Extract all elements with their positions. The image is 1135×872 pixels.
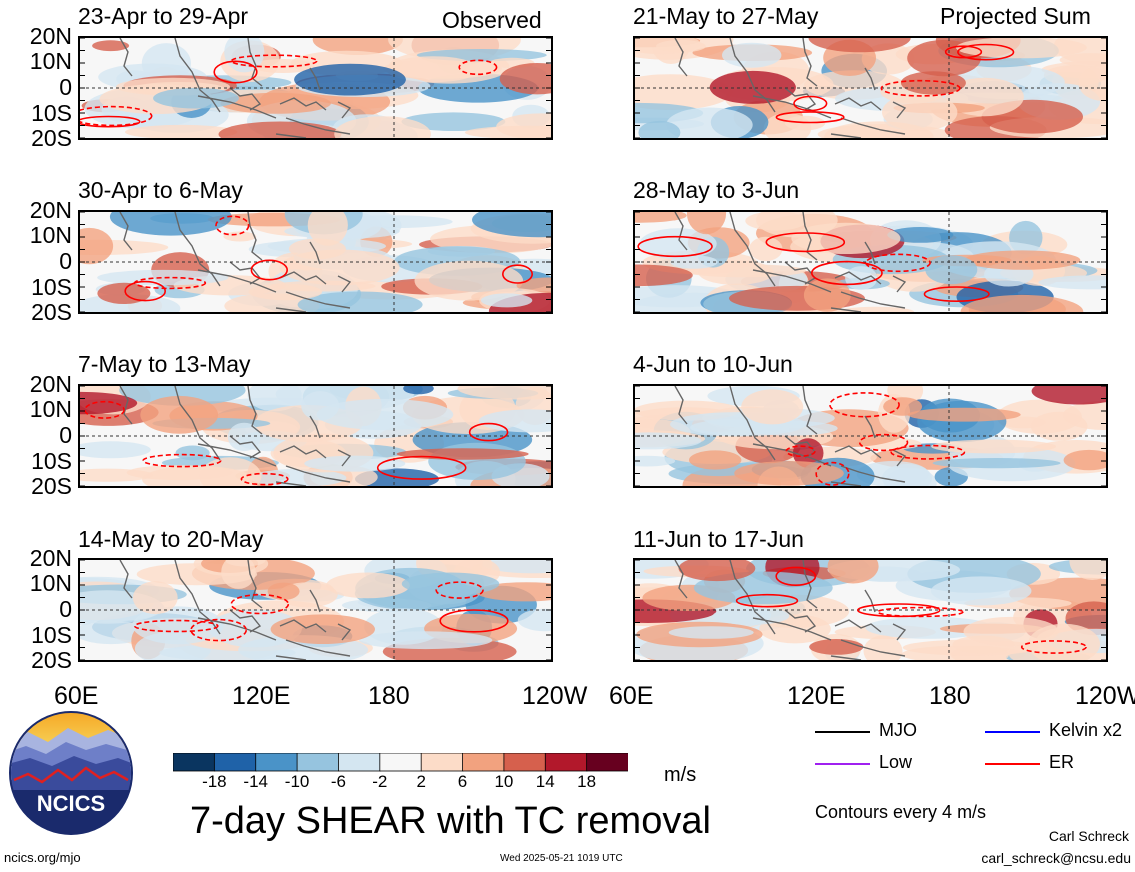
longitude-label: 180	[368, 682, 410, 710]
panel-title: 28-May to 3-Jun	[633, 177, 800, 203]
longitude-label: 120W	[1075, 682, 1135, 710]
latitude-label: 0	[59, 596, 72, 622]
legend-line	[815, 731, 870, 733]
colorbar	[172, 752, 629, 778]
footer-email[interactable]: carl_schreck@ncsu.edu	[981, 850, 1131, 866]
colorbar-tick-label: -2	[372, 772, 388, 791]
contour-note: Contours every 4 m/s	[815, 802, 987, 822]
latitude-label: 20N	[29, 23, 72, 49]
latitude-label: 0	[59, 248, 72, 274]
legend-label: ER	[1049, 752, 1075, 772]
shear-map-panel	[633, 210, 1108, 314]
colorbar-tick-label: -14	[243, 772, 269, 791]
colorbar-swatch	[255, 752, 298, 772]
colorbar-swatch	[172, 752, 216, 772]
latitude-label: 10S	[31, 448, 72, 474]
legend-label: MJO	[879, 720, 917, 740]
colorbar-swatch	[503, 752, 547, 772]
panel-title: 7-May to 13-May	[78, 351, 251, 377]
shear-map-panel	[633, 558, 1108, 662]
colorbar-tick-label: 18	[577, 772, 597, 791]
panel-title: 4-Jun to 10-Jun	[633, 351, 793, 377]
latitude-label: 20S	[31, 647, 72, 673]
colorbar-tick-label: 6	[457, 772, 468, 791]
latitude-label: 0	[59, 422, 72, 448]
shear-map-panel	[633, 384, 1108, 488]
ncics-logo: NCICS	[8, 710, 134, 836]
legend-line	[985, 731, 1040, 733]
panel-title: 23-Apr to 29-Apr	[78, 3, 249, 29]
footer-author: Carl Schreck	[1048, 828, 1129, 844]
latitude-label: 10N	[29, 570, 72, 596]
colorbar-swatch	[462, 752, 505, 772]
shear-map-panel	[78, 36, 553, 140]
colorbar-tick-label: -10	[284, 772, 310, 791]
latitude-label: 20S	[31, 125, 72, 151]
latitude-label: 10N	[29, 48, 72, 74]
colorbar-tick-label: -18	[202, 772, 227, 791]
longitude-label: 120E	[232, 682, 291, 710]
footer-url[interactable]: ncics.org/mjo	[4, 850, 81, 865]
colorbar-tick-label: 2	[416, 772, 426, 791]
panel-title: 11-Jun to 17-Jun	[633, 526, 804, 552]
header-projected: Projected Sum	[940, 3, 1091, 29]
latitude-label: 10S	[31, 274, 72, 300]
header-observed: Observed	[442, 7, 542, 33]
shear-map-panel	[78, 558, 553, 662]
latitude-label: 0	[59, 74, 72, 100]
colorbar-tick-label: -6	[330, 772, 347, 791]
colorbar-swatch	[544, 752, 588, 772]
longitude-label: 120W	[522, 682, 588, 710]
colorbar-swatch	[338, 752, 381, 772]
colorbar-swatch	[379, 752, 423, 772]
colorbar-swatch	[586, 752, 629, 772]
latitude-label: 20N	[29, 371, 72, 397]
panel-title: 14-May to 20-May	[78, 526, 264, 552]
shear-map-panel	[78, 210, 553, 314]
latitude-label: 10S	[31, 622, 72, 648]
legend-line	[815, 763, 870, 765]
longitude-label: 180	[929, 682, 971, 710]
shear-map-panel	[78, 384, 553, 488]
legend-label: Low	[879, 752, 913, 772]
colorbar-tick-label: 10	[494, 772, 514, 791]
main-title: 7-day SHEAR with TC removal	[190, 800, 711, 842]
colorbar-swatch	[420, 752, 464, 772]
latitude-label: 20S	[31, 473, 72, 499]
panel-title: 30-Apr to 6-May	[78, 177, 243, 203]
longitude-label: 120E	[787, 682, 846, 710]
longitude-label: 60E	[54, 682, 99, 710]
legend-label: Kelvin x2	[1049, 720, 1123, 740]
longitude-label: 60E	[609, 682, 654, 710]
colorbar-swatch	[296, 752, 340, 772]
latitude-label: 20N	[29, 197, 72, 223]
shear-map-panel	[633, 36, 1108, 140]
colorbar-unit: m/s	[664, 764, 697, 786]
legend-line	[985, 763, 1040, 765]
colorbar-tick-label: 14	[535, 772, 555, 791]
latitude-label: 20S	[31, 299, 72, 325]
logo-text: NCICS	[37, 791, 105, 816]
panel-title: 21-May to 27-May	[633, 3, 819, 29]
latitude-label: 10N	[29, 396, 72, 422]
latitude-label: 20N	[29, 545, 72, 571]
footer-timestamp: Wed 2025-05-21 1019 UTC	[500, 853, 623, 864]
colorbar-swatch	[213, 752, 257, 772]
latitude-label: 10N	[29, 222, 72, 248]
latitude-label: 10S	[31, 100, 72, 126]
